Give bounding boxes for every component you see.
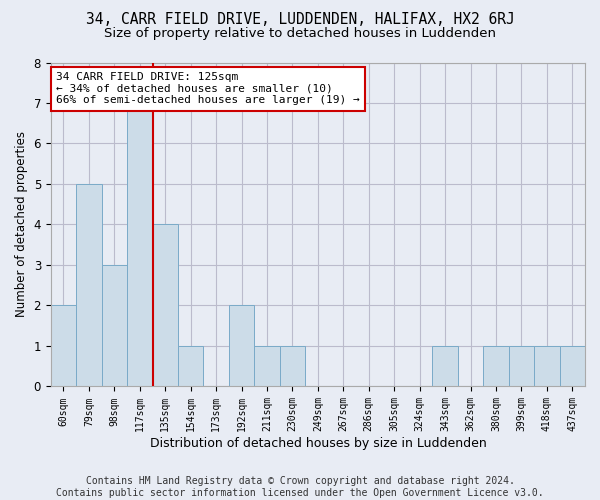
Bar (178, 346, 203, 387)
Y-axis label: Number of detached properties: Number of detached properties (15, 132, 28, 318)
Bar (127, 103, 152, 387)
X-axis label: Distribution of detached houses by size in Luddenden: Distribution of detached houses by size … (149, 437, 486, 450)
Bar (433, 346, 458, 387)
Bar (76, 184, 101, 386)
Bar (51, 306, 76, 386)
Bar (534, 346, 560, 387)
Text: Size of property relative to detached houses in Luddenden: Size of property relative to detached ho… (104, 28, 496, 40)
Bar (483, 346, 509, 387)
Text: Contains HM Land Registry data © Crown copyright and database right 2024.
Contai: Contains HM Land Registry data © Crown c… (56, 476, 544, 498)
Bar (152, 224, 178, 386)
Bar (101, 265, 127, 386)
Bar (229, 306, 254, 386)
Bar (560, 346, 585, 387)
Bar (280, 346, 305, 387)
Text: 34 CARR FIELD DRIVE: 125sqm
← 34% of detached houses are smaller (10)
66% of sem: 34 CARR FIELD DRIVE: 125sqm ← 34% of det… (56, 72, 360, 106)
Bar (509, 346, 534, 387)
Bar (254, 346, 280, 387)
Text: 34, CARR FIELD DRIVE, LUDDENDEN, HALIFAX, HX2 6RJ: 34, CARR FIELD DRIVE, LUDDENDEN, HALIFAX… (86, 12, 514, 28)
